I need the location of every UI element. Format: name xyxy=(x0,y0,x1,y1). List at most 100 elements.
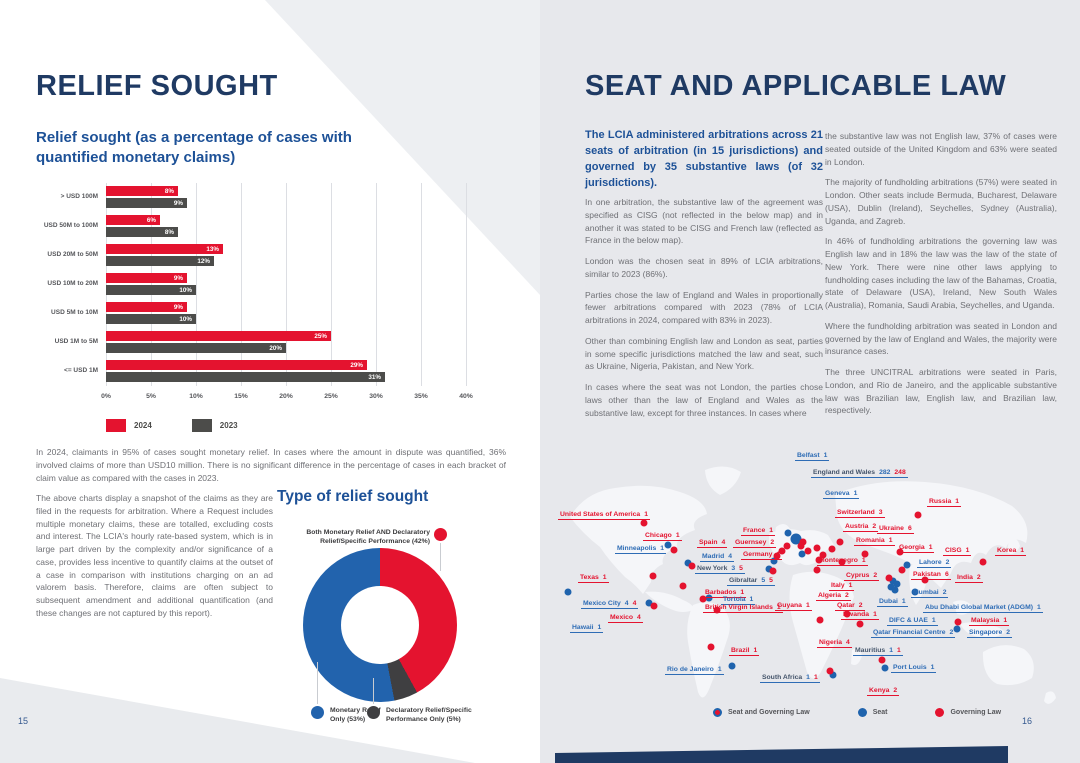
bar-value-label: 8% xyxy=(164,187,174,195)
seat-dot xyxy=(705,594,713,602)
map-label-text: Mexico xyxy=(610,614,634,621)
governing-law-dot xyxy=(921,576,929,584)
map-label-gibraltar: Gibraltar 5 5 xyxy=(727,577,775,586)
map-label-text: Chicago xyxy=(645,532,672,539)
map-legend-dot-both xyxy=(713,708,722,717)
seat-dot xyxy=(564,588,572,596)
map-label-value: 2 xyxy=(976,574,981,581)
grid-line xyxy=(106,183,107,386)
map-label-brazil: Brazil 1 xyxy=(729,647,760,656)
bar-value-label: 13% xyxy=(206,245,219,253)
map-label-value: 1 xyxy=(597,624,602,631)
grid-line xyxy=(286,183,287,386)
governing-law-dot xyxy=(773,552,781,560)
bar-value-label: 12% xyxy=(197,257,210,265)
map-label-value: 2 xyxy=(942,589,947,596)
governing-law-dot xyxy=(836,538,844,546)
map-label-value: 1 xyxy=(749,596,754,603)
map-label-guernsey: Guernsey 2 xyxy=(733,539,777,548)
grid-line xyxy=(331,183,332,386)
grid-line xyxy=(196,183,197,386)
paragraph: The majority of fundholding arbitrations… xyxy=(825,177,1057,226)
x-axis-tick: 35% xyxy=(414,393,428,400)
seat-dot xyxy=(829,671,837,679)
bar-2023: 20% xyxy=(106,343,286,353)
map-label-text: Dubai xyxy=(879,598,898,605)
bar-value-label: 10% xyxy=(179,315,192,323)
map-label-rio-de-janeiro: Rio de Janeiro 1 xyxy=(665,666,724,675)
map-label-value: 1 xyxy=(965,547,970,554)
map-label-text: Minneapolis xyxy=(617,545,657,552)
donut-callout-declaratory: Declaratory Relief/Specific Performance … xyxy=(386,707,472,724)
grid-line xyxy=(241,183,242,386)
body-paragraph: The above charts display a snapshot of t… xyxy=(36,493,273,618)
map-label-georgia: Georgia 1 xyxy=(897,544,935,553)
map-label-cisg: CISG 1 xyxy=(943,547,972,556)
seat-dot xyxy=(770,557,778,565)
paragraph: The three UNCITRAL arbitrations were sea… xyxy=(825,367,1057,416)
bar-row: > USD 100M 8% 9% xyxy=(36,183,506,212)
map-label-algeria: Algeria 2 xyxy=(816,592,851,601)
bar-row: USD 50M to 100M 6% 8% xyxy=(36,212,506,241)
map-label-mumbai: Mumbai 2 xyxy=(911,589,949,598)
map-label-value: 1 xyxy=(805,602,810,609)
map-label-text: Malaysia xyxy=(971,617,1000,624)
governing-law-dot xyxy=(799,538,807,546)
map-label-belfast: Belfast 1 xyxy=(795,452,830,461)
bar-chart-legend: 2024 2023 xyxy=(106,419,238,432)
map-label-value: 1 xyxy=(853,490,858,497)
lead-paragraph: The LCIA administered arbitrations acros… xyxy=(585,129,823,189)
map-label-text: Qatar xyxy=(837,602,855,609)
map-label-value: 5 xyxy=(761,577,766,584)
map-label-value: 2 xyxy=(845,592,849,599)
governing-law-dot xyxy=(885,574,893,582)
governing-law-dot xyxy=(713,606,721,614)
map-label-text: Hawaii xyxy=(572,624,594,631)
seat-dot xyxy=(684,559,692,567)
bar-category-label: > USD 100M xyxy=(60,193,98,200)
map-label-text: Georgia xyxy=(899,544,925,551)
map-legend-item-seat: Seat xyxy=(857,708,887,717)
map-label-abu-dhabi-global-market-adgm-: Abu Dhabi Global Market (ADGM) 1 xyxy=(923,604,1043,613)
map-label-rwanda: Rwanda 1 xyxy=(841,611,879,620)
map-label-value: 1 xyxy=(861,557,866,564)
seat-dot xyxy=(953,625,961,633)
governing-law-dot xyxy=(954,618,962,626)
map-legend-item-law: Governing Law xyxy=(935,708,1001,717)
bar-2023: 10% xyxy=(106,314,196,324)
bar-row: USD 10M to 20M 9% 10% xyxy=(36,270,506,299)
map-label-text: Qatar Financial Centre xyxy=(873,629,946,636)
bar-value-label: 9% xyxy=(173,274,183,282)
x-axis-tick: 5% xyxy=(146,393,156,400)
map-label-value: 1 xyxy=(740,589,745,596)
map-label-value: 1 xyxy=(823,452,828,459)
map-label-value: 1 xyxy=(928,544,933,551)
map-label-text: Korea xyxy=(997,547,1017,554)
summary-paragraph: In 2024, claimants in 95% of cases sough… xyxy=(36,447,506,483)
bar-chart-heading: Relief sought (as a percentage of cases … xyxy=(36,129,352,167)
map-label-value: 4 xyxy=(728,553,733,560)
map-label-value: 1 xyxy=(769,527,774,534)
map-label-value: 2 xyxy=(945,559,950,566)
governing-law-dot xyxy=(679,582,687,590)
map-label-mexico-city: Mexico City 4 4 xyxy=(581,600,639,609)
map-label-text: Rwanda xyxy=(843,611,870,618)
map-label-text: British Virgin Islands xyxy=(705,604,773,611)
governing-law-dot xyxy=(826,667,834,675)
map-label-text: France xyxy=(743,527,766,534)
x-axis-tick: 15% xyxy=(234,393,248,400)
map-label-value: 3 xyxy=(731,565,736,572)
map-label-value: 1 xyxy=(931,617,936,624)
map-label-text: Mauritius xyxy=(855,647,886,654)
x-axis-tick: 0% xyxy=(101,393,111,400)
map-label-value: 1 xyxy=(930,664,935,671)
bar-x-axis: 0% 5% 10% 15% 20% 25% 30% 35% 40% xyxy=(36,393,506,405)
paragraph: Parties chose the law of England and Wal… xyxy=(585,289,823,326)
map-label-text: Texas xyxy=(580,574,599,581)
bar-2023: 8% xyxy=(106,227,178,237)
map-label-value: 1 xyxy=(901,598,906,605)
map-label-value: 2 xyxy=(1006,629,1011,636)
governing-law-dot xyxy=(878,656,886,664)
bar-value-label: 10% xyxy=(179,286,192,294)
governing-law-dot xyxy=(670,546,678,554)
